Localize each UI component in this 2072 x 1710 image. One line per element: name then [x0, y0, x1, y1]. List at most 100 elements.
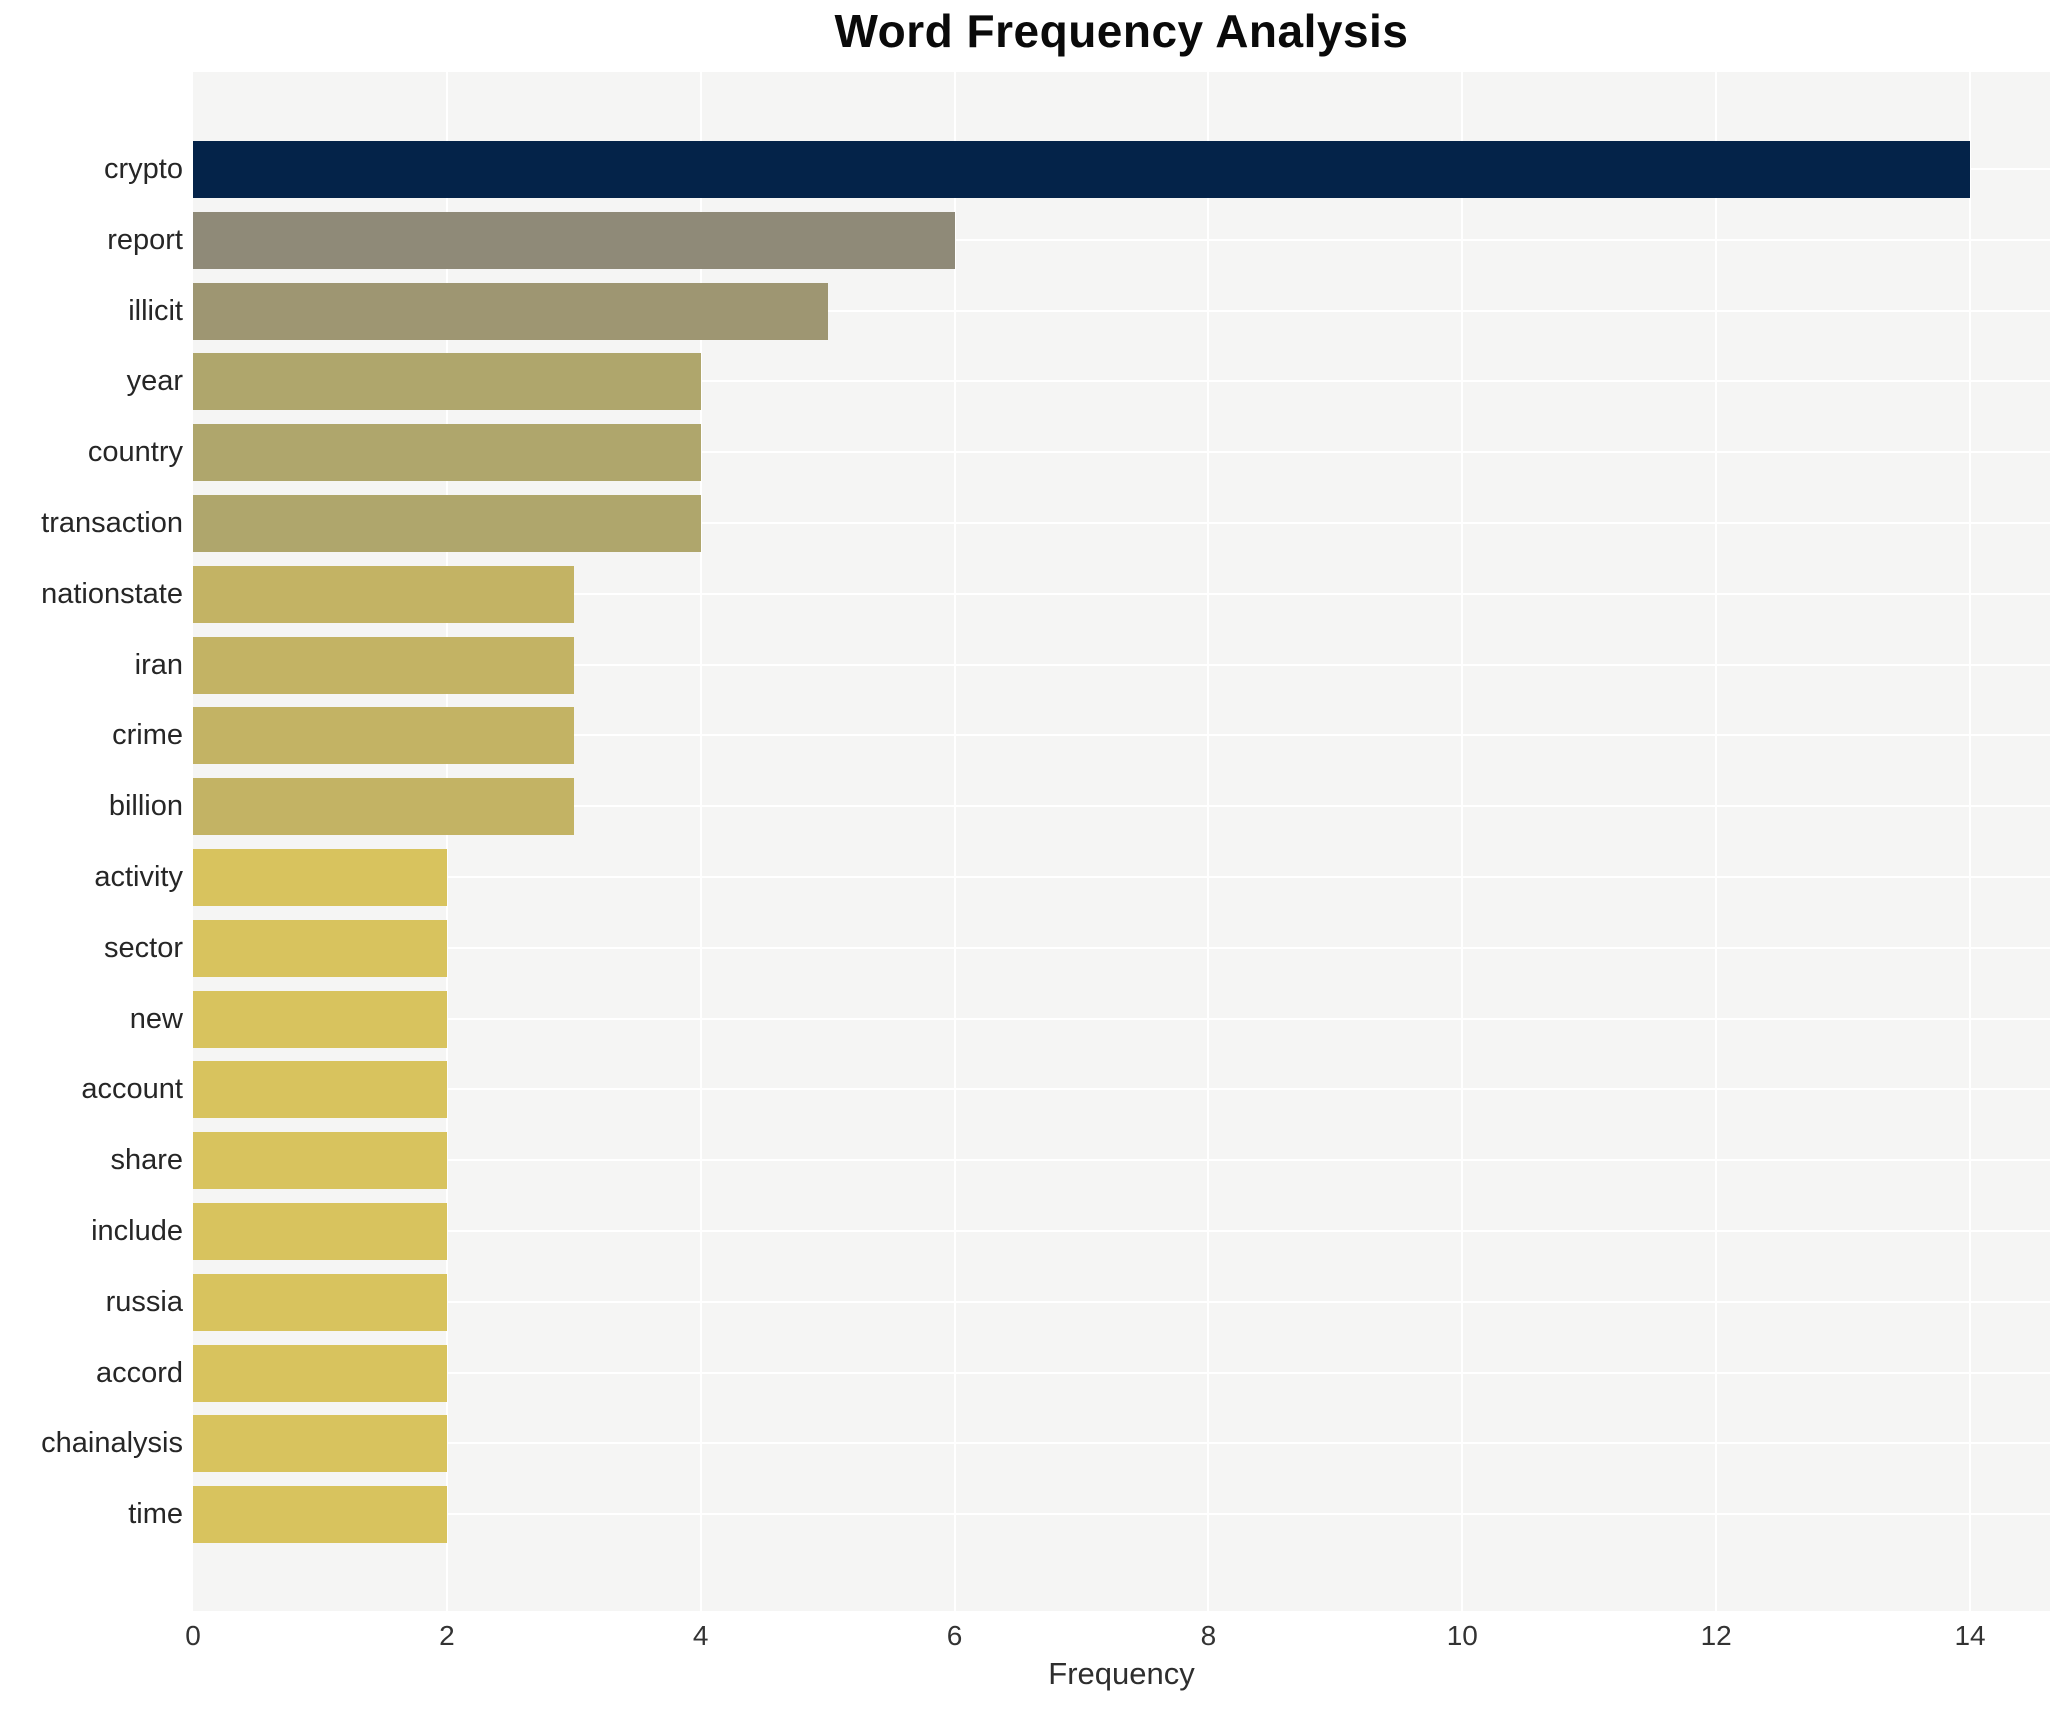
- bar-track: [193, 211, 2050, 269]
- frequency-bar: [193, 353, 701, 411]
- bar-track: [193, 707, 2050, 765]
- x-tick-label: 0: [185, 1620, 201, 1651]
- bar-row: chainalysis: [0, 1415, 2050, 1486]
- bar-row: iran: [0, 636, 2050, 708]
- category-label: billion: [108, 790, 183, 823]
- x-tick-label: 8: [1200, 1620, 1217, 1651]
- frequency-bar: [193, 636, 574, 694]
- category-label: iran: [134, 648, 183, 681]
- frequency-bar: [193, 707, 574, 765]
- category-label: report: [107, 223, 183, 256]
- bar-rows-container: crypto report illicit year country transactio…: [0, 141, 2050, 1557]
- grid-line-horizontal: [193, 1513, 2050, 1516]
- bar-track: [193, 141, 2050, 198]
- grid-line-horizontal: [193, 663, 2050, 666]
- bar-track: [193, 565, 2050, 623]
- frequency-bar: [193, 848, 447, 906]
- bar-track: [193, 919, 2050, 977]
- grid-line-horizontal: [193, 1300, 2050, 1303]
- bar-track: [193, 778, 2050, 836]
- category-label: chainalysis: [41, 1427, 183, 1460]
- frequency-bar: [193, 990, 447, 1048]
- grid-line-horizontal: [193, 380, 2050, 383]
- grid-line-horizontal: [193, 521, 2050, 524]
- frequency-bar: [193, 1415, 447, 1473]
- bar-row: include: [0, 1202, 2050, 1274]
- bar-track: [193, 353, 2050, 411]
- frequency-bar: [193, 919, 447, 977]
- bar-row: activity: [0, 848, 2050, 920]
- bar-row: time: [0, 1486, 2050, 1557]
- bar-row: russia: [0, 1273, 2050, 1345]
- bar-row: crime: [0, 707, 2050, 778]
- bar-row: nationstate: [0, 565, 2050, 637]
- bar-row: transaction: [0, 494, 2050, 566]
- x-tick-label: 2: [439, 1620, 455, 1651]
- bar-track: [193, 990, 2050, 1048]
- bar-track: [193, 1344, 2050, 1402]
- category-label: new: [129, 1002, 183, 1035]
- chart-title: Word Frequency Analysis: [834, 5, 1409, 57]
- x-axis-label: Frequency: [1048, 1656, 1195, 1691]
- bar-row: account: [0, 1061, 2050, 1132]
- grid-line-vertical: [699, 72, 702, 1611]
- bar-row: billion: [0, 778, 2050, 849]
- grid-line-horizontal: [193, 451, 2050, 454]
- bar-row: share: [0, 1132, 2050, 1203]
- grid-line-horizontal: [193, 1159, 2050, 1162]
- category-label: crime: [112, 719, 183, 752]
- grid-line-horizontal: [193, 1371, 2050, 1374]
- frequency-bar: [193, 1202, 447, 1260]
- frequency-bar: [193, 565, 574, 623]
- bar-track: [193, 636, 2050, 694]
- frequency-bar: [193, 211, 955, 269]
- frequency-bar: [193, 141, 1971, 198]
- grid-line-horizontal: [193, 238, 2050, 241]
- grid-line-horizontal: [193, 309, 2050, 312]
- category-label: year: [126, 365, 183, 398]
- category-label: crypto: [104, 153, 183, 185]
- category-label: time: [128, 1498, 183, 1531]
- x-axis: 0 2 4 6 8 10 12 14: [185, 1620, 2050, 1656]
- bar-track: [193, 424, 2050, 482]
- category-label: account: [81, 1073, 183, 1106]
- grid-line-horizontal: [193, 946, 2050, 949]
- frequency-bar: [193, 1344, 447, 1402]
- grid-line-horizontal: [193, 1442, 2050, 1445]
- grid-line-vertical: [1461, 72, 1464, 1611]
- bar-row: accord: [0, 1344, 2050, 1416]
- category-label: country: [87, 436, 183, 469]
- x-tick-label: 14: [1954, 1620, 1986, 1651]
- grid-line-vertical: [445, 72, 448, 1611]
- bar-track: [193, 1486, 2050, 1544]
- grid-line-horizontal: [193, 1088, 2050, 1091]
- frequency-bar: [193, 1273, 447, 1331]
- bar-track: [193, 1273, 2050, 1331]
- frequency-bar: [193, 282, 828, 340]
- frequency-bar: [193, 1132, 447, 1190]
- grid-line-vertical: [953, 72, 956, 1611]
- category-label: sector: [104, 931, 183, 964]
- grid-line-horizontal: [193, 875, 2050, 878]
- grid-line-horizontal: [193, 592, 2050, 595]
- category-label: include: [91, 1214, 183, 1247]
- bar-row: country: [0, 424, 2050, 495]
- bar-track: [193, 848, 2050, 906]
- x-tick-label: 6: [946, 1620, 963, 1651]
- bar-track: [193, 1415, 2050, 1473]
- category-label: illicit: [128, 294, 183, 327]
- grid-line-vertical: [1207, 72, 1210, 1611]
- frequency-bar: [193, 778, 574, 836]
- bar-track: [193, 282, 2050, 340]
- x-tick-label: 12: [1700, 1620, 1732, 1651]
- grid-line-vertical: [1715, 72, 1718, 1611]
- bar-row: sector: [0, 919, 2050, 991]
- bar-track: [193, 1202, 2050, 1260]
- bar-row: year: [0, 353, 2050, 424]
- grid-line-vertical: [1969, 72, 1972, 1611]
- grid-line-horizontal: [193, 1229, 2050, 1232]
- bar-row: crypto: [0, 141, 2050, 212]
- bar-track: [193, 1132, 2050, 1190]
- category-label: share: [110, 1144, 183, 1177]
